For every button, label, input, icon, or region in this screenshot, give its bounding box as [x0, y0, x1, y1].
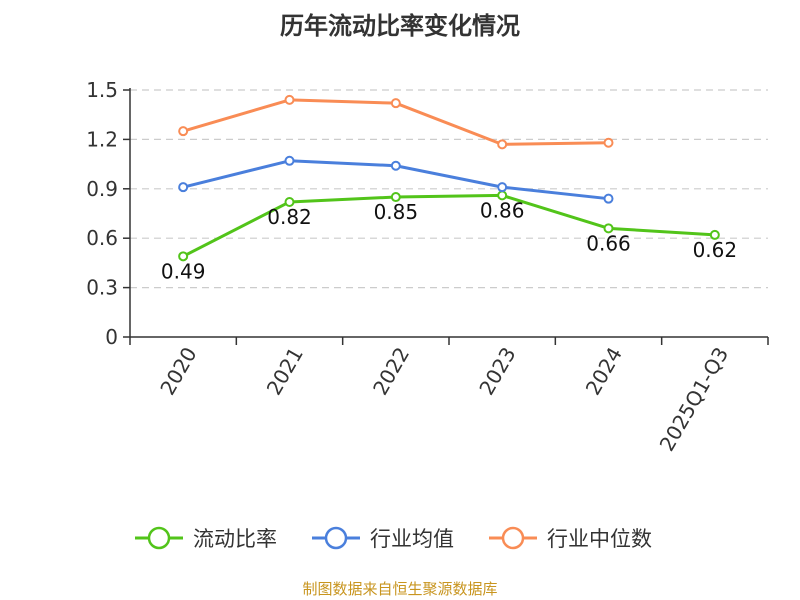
data-point[interactable] [390, 98, 401, 109]
y-tick-label: 0.9 [86, 177, 118, 201]
legend-label: 流动比率 [193, 527, 277, 551]
data-point[interactable] [178, 251, 189, 262]
data-label: 0.82 [267, 205, 312, 229]
source-footer: 制图数据来自恒生聚源数据库 [302, 580, 498, 598]
legend-item-2[interactable]: 行业均值 [312, 526, 454, 551]
y-tick-label: 1.2 [86, 127, 118, 151]
data-label: 0.49 [161, 259, 206, 283]
y-tick-label: 0.6 [86, 226, 118, 250]
x-tick-label: 2022 [368, 343, 414, 399]
data-label: 0.66 [586, 231, 631, 255]
data-point[interactable] [284, 155, 295, 166]
legend-label: 行业中位数 [547, 527, 652, 551]
data-point[interactable] [178, 126, 189, 137]
data-label: 0.85 [374, 200, 419, 224]
legend-label: 行业均值 [370, 527, 454, 551]
data-point[interactable] [709, 229, 720, 240]
data-point[interactable] [390, 160, 401, 171]
legend-marker [147, 526, 171, 550]
x-tick-label: 2021 [262, 343, 308, 399]
data-labels: 0.49 0.82 0.85 0.86 0.66 0.62 [161, 198, 737, 283]
legend-item-3[interactable]: 行业中位数 [489, 526, 652, 551]
x-tick-label: 2025Q1-Q3 [655, 343, 734, 455]
y-tick-label: 1.5 [86, 78, 118, 102]
legend-marker [501, 526, 525, 550]
series-line-1 [182, 193, 715, 258]
data-point[interactable] [497, 139, 508, 150]
legend-item-1[interactable]: 流动比率 [135, 526, 277, 551]
data-label: 0.62 [693, 238, 738, 262]
data-point[interactable] [284, 196, 295, 207]
data-point[interactable] [284, 94, 295, 105]
grid-lines [130, 89, 768, 289]
x-tick-label: 2020 [155, 343, 201, 399]
series-layer [178, 94, 720, 262]
data-label: 0.86 [480, 198, 525, 222]
x-tick-label: 2023 [474, 343, 520, 399]
data-point[interactable] [603, 137, 614, 148]
x-tick-label: 2024 [581, 343, 627, 399]
legend-marker [324, 526, 348, 550]
data-point[interactable] [603, 193, 614, 204]
data-point[interactable] [603, 223, 614, 234]
y-tick-label: 0.3 [86, 276, 118, 300]
legend[interactable]: 流动比率 行业均值 行业中位数 [135, 526, 652, 551]
chart-title: 历年流动比率变化情况 [280, 12, 520, 40]
data-point[interactable] [178, 182, 189, 193]
data-point[interactable] [497, 182, 508, 193]
y-tick-label: 0 [105, 325, 118, 349]
data-point[interactable] [390, 192, 401, 203]
